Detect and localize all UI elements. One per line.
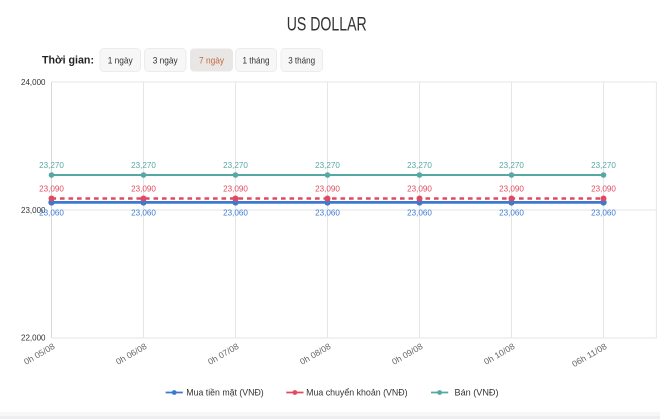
- svg-text:0h 05/08: 0h 05/08: [22, 341, 57, 367]
- svg-text:23,270: 23,270: [223, 160, 248, 170]
- svg-text:23,060: 23,060: [591, 208, 616, 218]
- svg-text:3 ngày: 3 ngày: [153, 55, 178, 66]
- svg-text:3 tháng: 3 tháng: [288, 55, 315, 66]
- svg-text:23,270: 23,270: [39, 160, 64, 170]
- svg-text:0h 07/08: 0h 07/08: [206, 341, 241, 367]
- svg-text:23,270: 23,270: [131, 160, 156, 170]
- svg-text:Bán (VNĐ): Bán (VNĐ): [455, 388, 499, 398]
- svg-text:23,060: 23,060: [407, 208, 432, 218]
- svg-text:Mua chuyển khoản (VNĐ): Mua chuyển khoản (VNĐ): [306, 388, 408, 398]
- svg-text:23,270: 23,270: [315, 160, 340, 170]
- svg-text:22,000: 22,000: [21, 333, 46, 343]
- svg-text:0h 08/08: 0h 08/08: [298, 341, 333, 367]
- svg-text:1 ngày: 1 ngày: [108, 55, 133, 66]
- svg-text:Mua tiền mặt (VNĐ): Mua tiền mặt (VNĐ): [186, 388, 263, 398]
- svg-text:23,090: 23,090: [407, 184, 432, 194]
- svg-text:23,270: 23,270: [407, 160, 432, 170]
- svg-text:0h 06/08: 0h 06/08: [114, 341, 149, 367]
- svg-text:23,090: 23,090: [39, 184, 64, 194]
- svg-text:1 tháng: 1 tháng: [243, 55, 270, 66]
- svg-text:23,060: 23,060: [315, 208, 340, 218]
- svg-text:Thời gian:: Thời gian:: [42, 55, 94, 67]
- svg-text:23,060: 23,060: [499, 208, 524, 218]
- svg-text:23,270: 23,270: [499, 160, 524, 170]
- svg-text:23,090: 23,090: [131, 184, 156, 194]
- svg-text:23,090: 23,090: [591, 184, 616, 194]
- svg-text:23,060: 23,060: [39, 208, 64, 218]
- svg-text:23,060: 23,060: [223, 208, 248, 218]
- svg-text:US DOLLAR: US DOLLAR: [287, 14, 367, 36]
- svg-text:23,090: 23,090: [223, 184, 248, 194]
- svg-text:7 ngày: 7 ngày: [199, 55, 224, 66]
- svg-text:23,000: 23,000: [21, 205, 46, 215]
- svg-text:23,060: 23,060: [131, 208, 156, 218]
- svg-text:06h 11/08: 06h 11/08: [570, 341, 609, 369]
- svg-text:23,090: 23,090: [499, 184, 524, 194]
- svg-text:23,090: 23,090: [315, 184, 340, 194]
- svg-text:0h 09/08: 0h 09/08: [390, 341, 425, 367]
- svg-text:23,270: 23,270: [591, 160, 616, 170]
- svg-text:0h 10/08: 0h 10/08: [482, 341, 517, 367]
- svg-text:24,000: 24,000: [21, 77, 46, 87]
